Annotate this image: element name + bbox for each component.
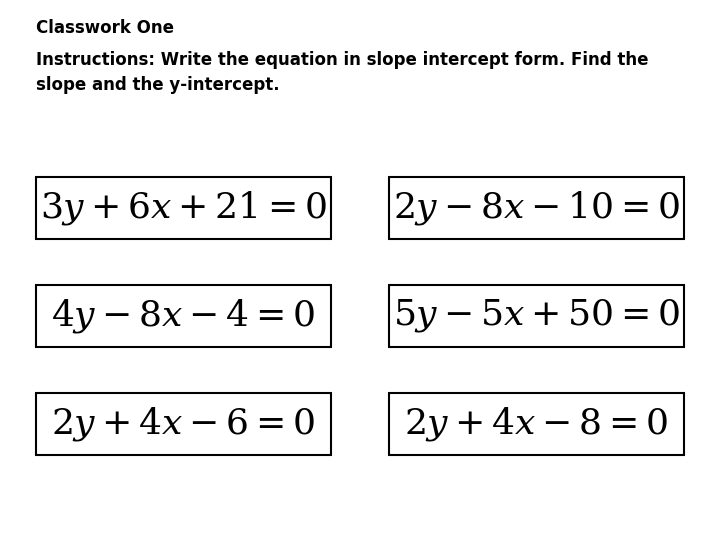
FancyBboxPatch shape [389,285,684,347]
FancyBboxPatch shape [389,393,684,455]
FancyBboxPatch shape [36,177,331,239]
Text: $3y+6x+21=0$: $3y+6x+21=0$ [40,189,327,227]
Text: $2y+4x-8=0$: $2y+4x-8=0$ [404,405,669,443]
Text: $5y-5x+50=0$: $5y-5x+50=0$ [393,298,680,334]
Text: $2y+4x-6=0$: $2y+4x-6=0$ [51,405,316,443]
Text: slope and the y-intercept.: slope and the y-intercept. [36,76,279,93]
Text: $2y-8x-10=0$: $2y-8x-10=0$ [393,189,680,227]
Text: Instructions: Write the equation in slope intercept form. Find the: Instructions: Write the equation in slop… [36,51,649,69]
Text: Classwork One: Classwork One [36,19,174,37]
FancyBboxPatch shape [36,393,331,455]
FancyBboxPatch shape [36,285,331,347]
FancyBboxPatch shape [389,177,684,239]
Text: $4y-8x-4=0$: $4y-8x-4=0$ [51,297,316,335]
